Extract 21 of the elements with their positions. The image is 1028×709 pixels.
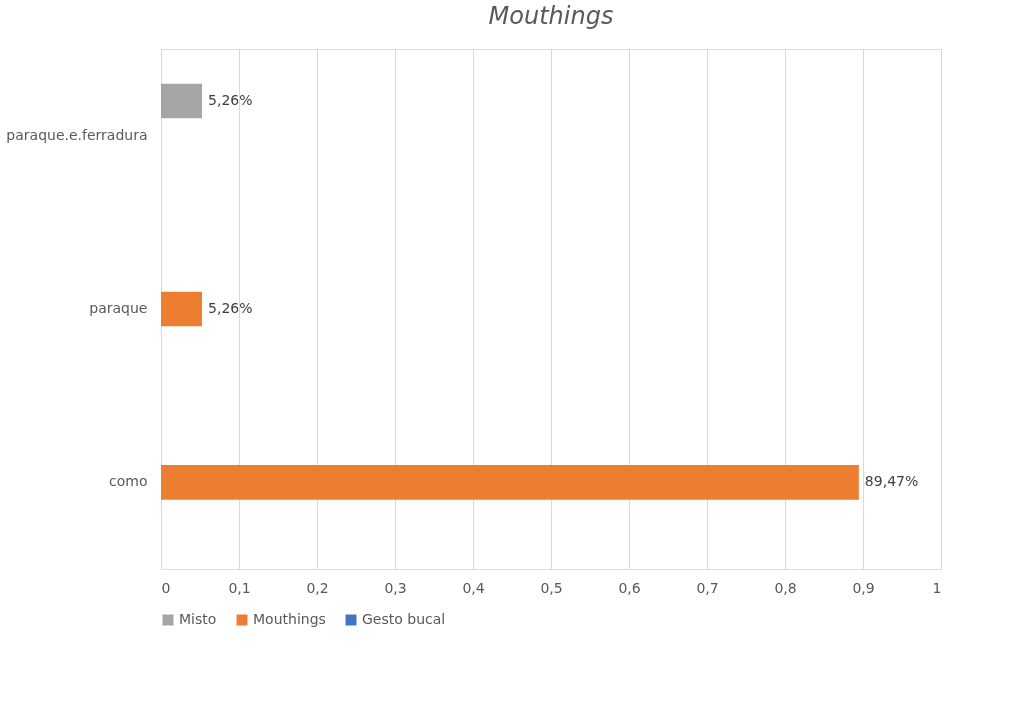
data-label: 5,26% — [208, 92, 253, 108]
legend-label: Misto — [179, 611, 217, 627]
x-tick-label: 0,9 — [852, 579, 875, 596]
x-tick-label: 0,4 — [462, 579, 485, 596]
data-label: 89,47% — [864, 473, 919, 490]
x-tick-label: 0,8 — [774, 579, 797, 596]
legend-label: Gesto bucal — [362, 611, 446, 627]
x-tick-label: 0,3 — [384, 579, 407, 596]
y-tick-label: paraque — [89, 300, 148, 316]
x-tick-label: 1 — [932, 579, 942, 596]
data-label: 5,26% — [208, 300, 253, 316]
chart-title: Mouthings — [488, 2, 614, 30]
y-tick-label: paraque.e.ferradura — [6, 126, 148, 143]
x-tick-label: 0,7 — [696, 579, 719, 596]
legend-label: Mouthings — [253, 611, 326, 627]
x-tick-label: 0,1 — [228, 579, 251, 596]
x-tick-label: 0,2 — [306, 579, 329, 596]
y-tick-label: como — [109, 473, 148, 490]
x-tick-label: 0 — [161, 579, 171, 596]
x-tick-label: 0,5 — [540, 579, 563, 596]
x-tick-label: 0,6 — [618, 579, 641, 596]
